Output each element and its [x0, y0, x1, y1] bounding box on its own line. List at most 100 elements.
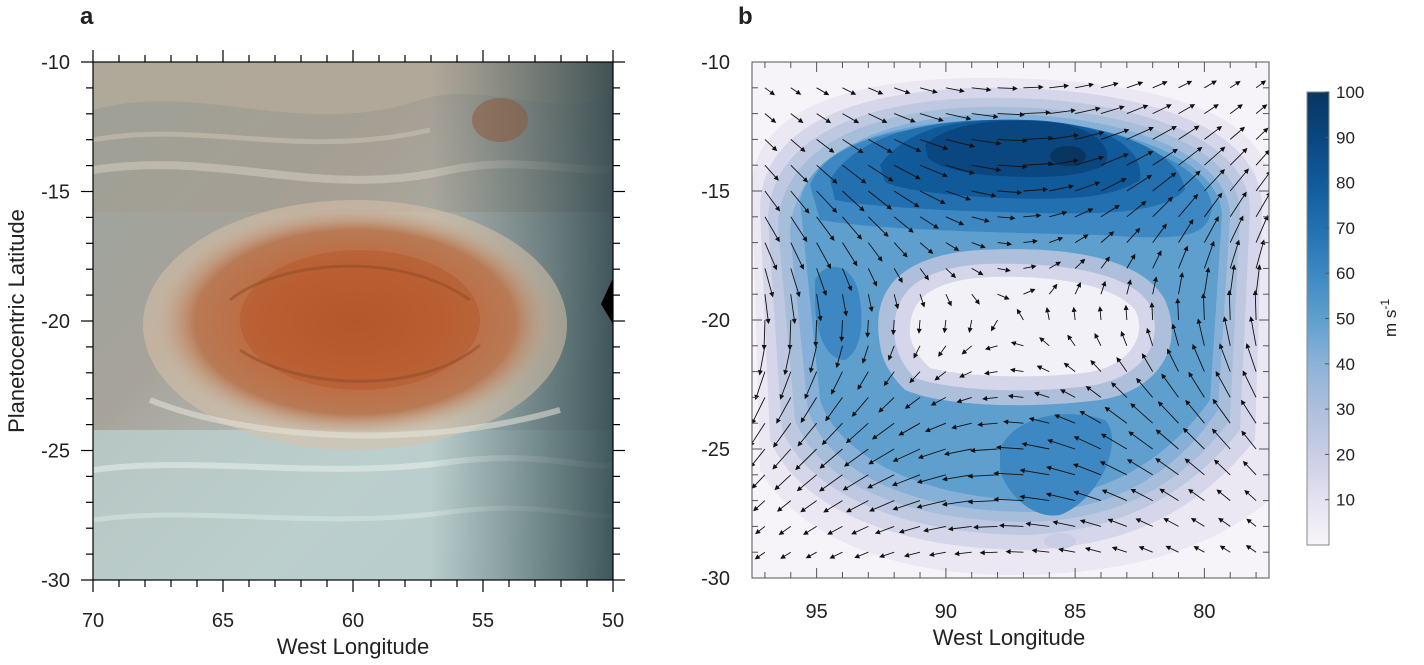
vector-arrowhead	[825, 118, 832, 124]
vector-arrow	[997, 164, 1027, 168]
vector-arrowhead	[1100, 433, 1107, 439]
vector-arrowhead	[967, 499, 973, 505]
vector-arrow	[846, 422, 869, 443]
vector-arrowhead	[1111, 546, 1118, 552]
vector-arrowhead	[995, 444, 1002, 451]
y-tick-label: -30	[41, 570, 70, 592]
vector-arrowhead	[969, 169, 975, 175]
vector-arrowhead	[909, 377, 915, 384]
vector-arrowhead	[860, 178, 867, 184]
vector-arrowhead	[1099, 461, 1106, 466]
vector-arrow	[1178, 219, 1194, 243]
vector-arrowhead	[1188, 488, 1194, 495]
x-tick-label: 95	[806, 601, 828, 623]
vector-arrow	[1192, 344, 1205, 372]
vector-arrowhead	[1149, 302, 1155, 308]
vector-arrowhead	[780, 553, 786, 559]
y-tick-label: -20	[701, 310, 730, 332]
vector-arrow	[1100, 178, 1126, 192]
vector-arrow	[1178, 194, 1198, 218]
vector-arrowhead	[1045, 492, 1052, 498]
vector-arrowhead	[1218, 517, 1224, 523]
vector-arrowhead	[1214, 216, 1219, 222]
vector-arrow	[773, 422, 792, 447]
vector-arrowhead	[941, 501, 948, 507]
vector-arrowhead	[993, 113, 999, 119]
vector-arrowhead	[1172, 148, 1178, 154]
vector-arrow	[893, 216, 914, 233]
vector-arrowhead	[1019, 494, 1025, 500]
vector-arrowhead	[867, 483, 873, 489]
vector-arrow	[1102, 489, 1128, 502]
vector-arrowhead	[1241, 191, 1247, 198]
vector-arrowhead	[831, 388, 836, 395]
vector-arrowhead	[1161, 81, 1168, 86]
vector-arrowhead	[892, 505, 899, 511]
x-tick-label: 70	[82, 610, 104, 632]
vector-arrow	[1155, 458, 1179, 476]
vector-arrowhead	[894, 303, 900, 310]
vector-arrowhead	[1039, 337, 1045, 343]
vector-arrowhead	[1101, 489, 1108, 495]
vector-arrowhead	[845, 437, 852, 444]
vector-arrowhead	[1073, 133, 1080, 139]
vector-arrowhead	[871, 434, 878, 440]
vector-arrow	[797, 422, 817, 446]
vector-arrowhead	[851, 529, 857, 535]
vector-arrowhead	[942, 172, 948, 178]
vector-arrowhead	[1055, 261, 1062, 267]
vector-arrow	[1020, 469, 1050, 476]
vector-arrowhead	[881, 118, 888, 123]
panel-a-y-tick-labels: -10 -15 -20 -25 -30	[41, 52, 70, 592]
vector-arrowhead	[872, 280, 878, 287]
vector-arrowhead	[1137, 81, 1144, 87]
vector-arrowhead	[804, 208, 810, 214]
vector-arrow	[1161, 374, 1179, 398]
vector-arrowhead	[1209, 240, 1215, 247]
vector-arrow	[816, 242, 831, 269]
vector-arrowhead	[772, 264, 778, 271]
colorbar-unit-exponent: -1	[1378, 299, 1392, 310]
vector-arrowhead	[776, 506, 783, 512]
vector-arrowhead	[869, 506, 875, 512]
colorbar-tick-label: 90	[1336, 128, 1355, 147]
vector-arrow	[1127, 459, 1153, 476]
vector-arrowhead	[1029, 288, 1036, 294]
vector-arrowhead	[1036, 213, 1042, 219]
vector-arrowhead	[887, 354, 893, 361]
vector-arrowhead	[984, 217, 990, 223]
vector-arrow	[789, 319, 792, 349]
vector-arrow	[1229, 192, 1247, 218]
vector-arrowhead	[1235, 239, 1241, 246]
vector-arrowhead	[942, 476, 948, 482]
vector-arrowhead	[853, 118, 860, 124]
vector-arrow	[831, 371, 843, 394]
vector-arrow	[1126, 174, 1152, 192]
vector-arrowhead	[1147, 151, 1154, 156]
vector-arrowhead	[797, 440, 803, 447]
vector-arrowhead	[1079, 410, 1086, 416]
vector-arrow	[1100, 153, 1128, 166]
vector-arrowhead	[1090, 360, 1096, 366]
vector-arrow	[893, 500, 921, 510]
jupiter-image	[93, 62, 613, 580]
vector-arrowhead	[821, 439, 828, 446]
vector-arrowhead	[783, 369, 789, 376]
vector-arrow	[816, 268, 827, 296]
vector-arrow	[1219, 344, 1231, 372]
vector-arrowhead	[1108, 231, 1115, 237]
colorbar-ticks: 100 90 80 70 60 50 40 30 20 10	[1325, 83, 1364, 510]
vector-arrowhead	[915, 174, 921, 180]
vector-arrow	[996, 446, 1024, 450]
vector-arrowhead	[1216, 489, 1223, 495]
vector-arrowhead	[958, 220, 965, 226]
vector-arrowhead	[1005, 267, 1011, 273]
vector-arrow	[764, 190, 780, 211]
vector-arrowhead	[771, 145, 778, 152]
vector-arrowhead	[865, 332, 871, 338]
vector-arrow	[1131, 489, 1153, 501]
colorbar-tick-label: 30	[1336, 400, 1355, 419]
vector-arrow	[1255, 172, 1269, 192]
vector-arrowhead	[1249, 316, 1255, 322]
vector-arrowhead	[1171, 323, 1177, 330]
